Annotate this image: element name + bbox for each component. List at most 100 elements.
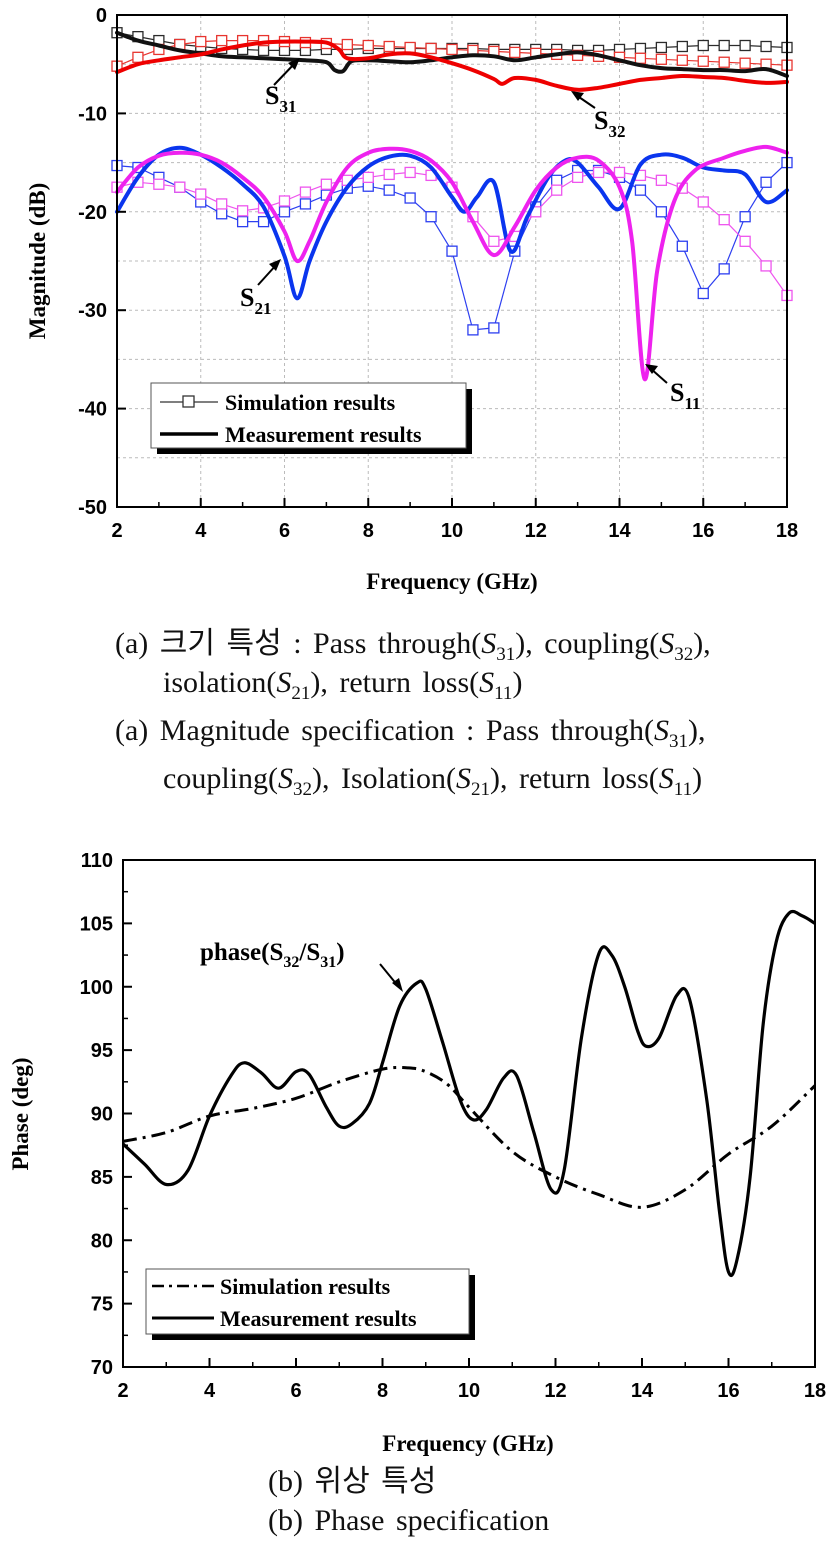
legend-measurement-label: Measurement results bbox=[220, 1306, 417, 1331]
magnitude-series bbox=[111, 27, 793, 382]
data-point-S11 bbox=[718, 214, 730, 226]
x-tick-label: 16 bbox=[692, 520, 714, 542]
data-point-S11 bbox=[195, 188, 207, 200]
y-tick-label: 75 bbox=[91, 1294, 113, 1316]
x-tick-label: 4 bbox=[204, 1380, 216, 1402]
svg-text:phase(S32/S31): phase(S32/S31) bbox=[200, 939, 345, 971]
data-point-S32 bbox=[655, 53, 668, 65]
phase-x-axis-label: Frequency (GHz) bbox=[382, 1431, 553, 1456]
data-point-S11 bbox=[383, 168, 395, 181]
y-tick-label: -10 bbox=[78, 103, 107, 125]
data-point-S32 bbox=[509, 46, 521, 59]
magnitude-legend: Simulation results Measurement results bbox=[150, 382, 472, 454]
x-tick-label: 8 bbox=[363, 520, 374, 542]
phase-ticks: 2 4 6 8 10 12 14 16 18 70 75 80 85 90 95 100 105 110 bbox=[80, 850, 827, 1402]
data-point-S21 bbox=[383, 184, 395, 196]
data-point-S31 bbox=[760, 40, 772, 53]
data-point-S21 bbox=[655, 206, 668, 218]
data-point-S21 bbox=[676, 240, 688, 252]
phase-chart: 2 4 6 8 10 12 14 16 18 70 75 80 85 90 95 100 105 110 Freq… bbox=[8, 850, 827, 1456]
meas-line-S11 bbox=[115, 144, 789, 382]
y-tick-label: 95 bbox=[91, 1040, 113, 1062]
data-point-S21 bbox=[446, 245, 458, 257]
data-point-S11 bbox=[488, 235, 500, 247]
y-tick-label: 85 bbox=[91, 1167, 113, 1189]
legend-square-marker bbox=[182, 395, 195, 408]
data-point-S32 bbox=[634, 52, 647, 64]
x-tick-label: 6 bbox=[290, 1380, 301, 1402]
y-tick-label: -20 bbox=[78, 202, 107, 224]
annotation-S32: S32 bbox=[571, 91, 625, 141]
caption-b-ko: (b) 위상 특성 bbox=[268, 1465, 437, 1498]
caption-b-en: (b) Phase specification bbox=[268, 1504, 550, 1537]
meas-line-S32 bbox=[115, 39, 789, 92]
x-tick-label: 12 bbox=[525, 520, 547, 542]
meas-series-S31 bbox=[115, 30, 789, 78]
data-point-S11 bbox=[571, 171, 584, 184]
magnitude-x-axis-label: Frequency (GHz) bbox=[366, 569, 537, 594]
data-point-S11 bbox=[760, 260, 772, 272]
y-tick-label: 80 bbox=[91, 1230, 113, 1252]
legend-simulation-label: Simulation results bbox=[220, 1274, 391, 1299]
data-point-S11 bbox=[404, 166, 416, 179]
data-point-S32 bbox=[341, 38, 353, 51]
caption-a-en-line1: (a) Magnitude specification : Pass throu… bbox=[115, 714, 706, 752]
y-tick-label: -40 bbox=[78, 399, 107, 421]
data-point-S32 bbox=[216, 34, 228, 47]
data-point-S32 bbox=[739, 57, 751, 69]
data-point-S21 bbox=[697, 287, 709, 300]
data-point-S21 bbox=[718, 263, 730, 275]
legend-simulation-label: Simulation results bbox=[225, 390, 396, 415]
data-point-S31 bbox=[655, 41, 668, 54]
data-point-S32 bbox=[446, 43, 458, 56]
y-tick-label: 0 bbox=[96, 5, 107, 27]
data-point-S32 bbox=[425, 42, 437, 55]
data-point-S32 bbox=[718, 56, 730, 68]
y-tick-label: 90 bbox=[91, 1104, 113, 1126]
data-point-S21 bbox=[278, 206, 291, 218]
x-tick-label: 10 bbox=[441, 520, 463, 542]
svg-text:S21: S21 bbox=[240, 283, 271, 318]
caption-a-ko-line2: isolation(S21), return loss(S11) bbox=[163, 666, 523, 704]
y-tick-label: -30 bbox=[78, 300, 107, 322]
data-point-S21 bbox=[425, 211, 437, 223]
data-point-S31 bbox=[676, 40, 688, 53]
meas-line-S31 bbox=[115, 30, 789, 78]
caption-a-ko-line1: (a) 크기 특성 : Pass through(S31), coupling(… bbox=[115, 627, 711, 665]
data-point-S32 bbox=[676, 54, 688, 66]
meas-series-S11 bbox=[115, 144, 789, 382]
y-tick-label: 70 bbox=[91, 1357, 113, 1379]
data-point-S21 bbox=[551, 174, 563, 186]
data-point-S11 bbox=[592, 166, 605, 179]
data-point-S11 bbox=[613, 166, 626, 179]
data-point-S31 bbox=[697, 39, 709, 52]
simulation-line bbox=[122, 1065, 817, 1209]
meas-series-S21 bbox=[115, 145, 789, 301]
x-tick-label: 8 bbox=[377, 1380, 388, 1402]
meas-series-S32 bbox=[115, 39, 789, 92]
data-point-S31 bbox=[739, 39, 751, 52]
x-tick-label: 16 bbox=[717, 1380, 739, 1402]
data-point-S31 bbox=[257, 44, 270, 57]
x-tick-label: 12 bbox=[544, 1380, 566, 1402]
x-tick-label: 10 bbox=[458, 1380, 480, 1402]
annotation-S31: S31 bbox=[265, 58, 300, 116]
data-point-S32 bbox=[697, 55, 709, 67]
measurement-line bbox=[121, 909, 816, 1277]
x-tick-label: 14 bbox=[631, 1380, 654, 1402]
phase-annotation: phase(S32/S31) bbox=[200, 939, 403, 992]
phase-y-axis-label: Phase (deg) bbox=[8, 1057, 33, 1170]
data-point-S11 bbox=[278, 195, 291, 207]
data-point-S21 bbox=[236, 215, 249, 228]
x-tick-label: 2 bbox=[117, 1380, 128, 1402]
phase-series bbox=[121, 909, 817, 1277]
data-point-S11 bbox=[362, 171, 374, 184]
data-point-S11 bbox=[320, 178, 333, 190]
y-tick-label: 110 bbox=[81, 850, 113, 872]
svg-text:S32: S32 bbox=[594, 106, 625, 141]
data-point-S31 bbox=[634, 42, 647, 55]
caption-a-en-line2: coupling(S32), Isolation(S21), return lo… bbox=[163, 762, 703, 800]
data-point-S31 bbox=[718, 39, 730, 52]
svg-text:S31: S31 bbox=[265, 81, 296, 116]
meas-line-S21 bbox=[115, 145, 789, 301]
